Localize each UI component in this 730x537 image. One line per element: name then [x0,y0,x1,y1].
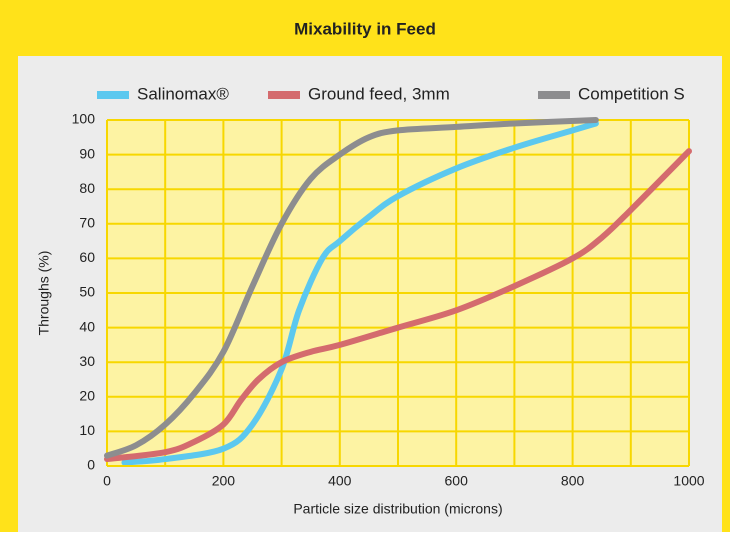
y-tick-label: 90 [79,145,95,161]
x-tick-label: 0 [103,473,111,489]
y-tick-label: 20 [79,388,95,404]
legend-label: Salinomax® [137,84,229,103]
chart-title: Mixability in Feed [294,19,436,38]
x-tick-label: 200 [212,473,236,489]
y-tick-label: 70 [79,215,95,231]
y-tick-label: 40 [79,318,95,334]
x-axis-label: Particle size distribution (microns) [293,501,502,517]
x-tick-label: 800 [561,473,585,489]
series-line [104,148,692,463]
series-line [121,120,599,466]
x-tick-label: 400 [328,473,352,489]
legend-label: Ground feed, 3mm [308,84,450,103]
series-line [104,117,599,459]
x-tick-label: 600 [445,473,469,489]
y-tick-label: 100 [72,111,96,127]
y-tick-label: 30 [79,353,95,369]
y-axis-label: Throughs (%) [36,251,52,336]
x-tick-label: 1000 [673,473,704,489]
legend-label: Competition S [578,84,685,103]
y-tick-label: 10 [79,422,95,438]
y-tick-label: 60 [79,249,95,265]
y-tick-label: 0 [87,457,95,473]
y-tick-label: 50 [79,284,95,300]
legend-swatch [268,91,300,99]
y-tick-label: 80 [79,180,95,196]
legend-swatch [97,91,129,99]
legend-swatch [538,91,570,99]
